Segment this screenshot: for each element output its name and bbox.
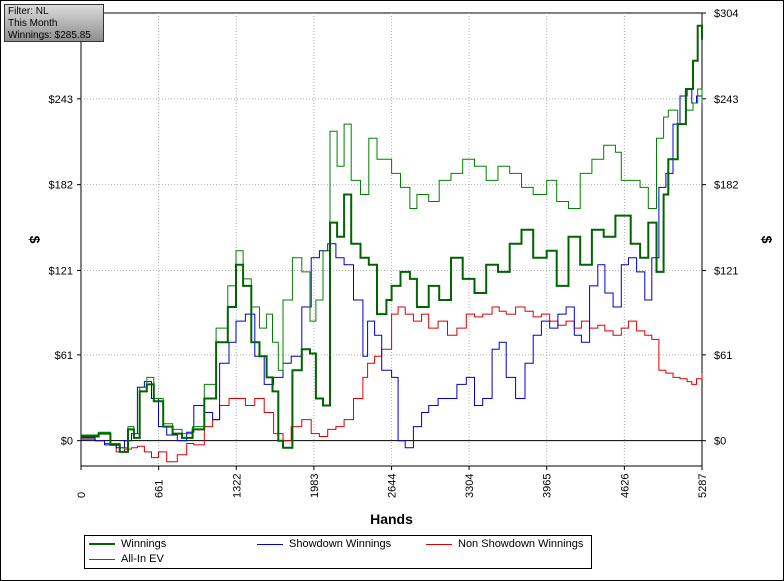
x-axis-title: Hands [370,511,413,527]
filter-info-box: Filter: NL This Month Winnings: $285.85 [4,4,104,42]
legend-item-winnings: Winnings [89,537,166,551]
y-tick-label-left: $182 [49,180,73,192]
legend-swatch-non-showdown [426,543,452,545]
y-tick-label-right: $182 [714,180,738,192]
x-tick-label: 1322 [231,474,243,498]
y-tick-label-right: $61 [714,350,732,362]
legend-item-allin-ev: All-In EV [89,552,164,566]
x-tick-label: 5287 [697,474,709,498]
x-tick-label: 1983 [309,474,321,498]
legend-label-allin-ev: All-In EV [121,553,164,565]
y-axis-title-left: $ [27,236,43,244]
x-tick-label: 4626 [619,474,631,498]
plot-area [80,12,703,467]
series-line-showdown [81,88,703,449]
series-line-allin-ev [81,88,703,449]
x-tick-label: 661 [154,480,166,498]
y-tick-label-right: $243 [714,94,738,106]
x-tick-label: 3304 [464,474,476,498]
x-tick-label: 2644 [387,474,399,498]
legend-swatch-showdown [257,543,283,545]
legend-item-non-showdown: Non Showdown Winnings [426,537,583,551]
legend-item-showdown: Showdown Winnings [257,537,391,551]
y-tick-label-left: $243 [49,94,73,106]
legend-swatch-winnings [89,543,115,546]
y-axis-title-right: $ [759,236,775,244]
y-tick-label-left: $61 [55,350,73,362]
legend-swatch-allin-ev [89,558,115,560]
x-tick-label: 3965 [542,474,554,498]
y-tick-label-right: $0 [714,436,726,448]
y-tick-label-left: $121 [49,265,73,277]
series-line-winnings [81,24,703,453]
period-label: This Month [8,18,58,29]
y-tick-label-left: $0 [61,436,73,448]
legend-label-non-showdown: Non Showdown Winnings [458,538,584,550]
filter-label: Filter: NL [8,6,49,17]
legend-label-winnings: Winnings [121,538,167,550]
series-line-non-showdown [81,306,703,463]
y-tick-label-right: $304 [714,8,738,20]
legend-label-showdown: Showdown Winnings [289,538,392,550]
y-tick-label-right: $121 [714,265,738,277]
legend: Winnings All-In EV Showdown Winnings Non… [84,535,592,569]
x-tick-label: 0 [76,492,88,498]
total-winnings-label: Winnings: $285.85 [8,30,91,41]
